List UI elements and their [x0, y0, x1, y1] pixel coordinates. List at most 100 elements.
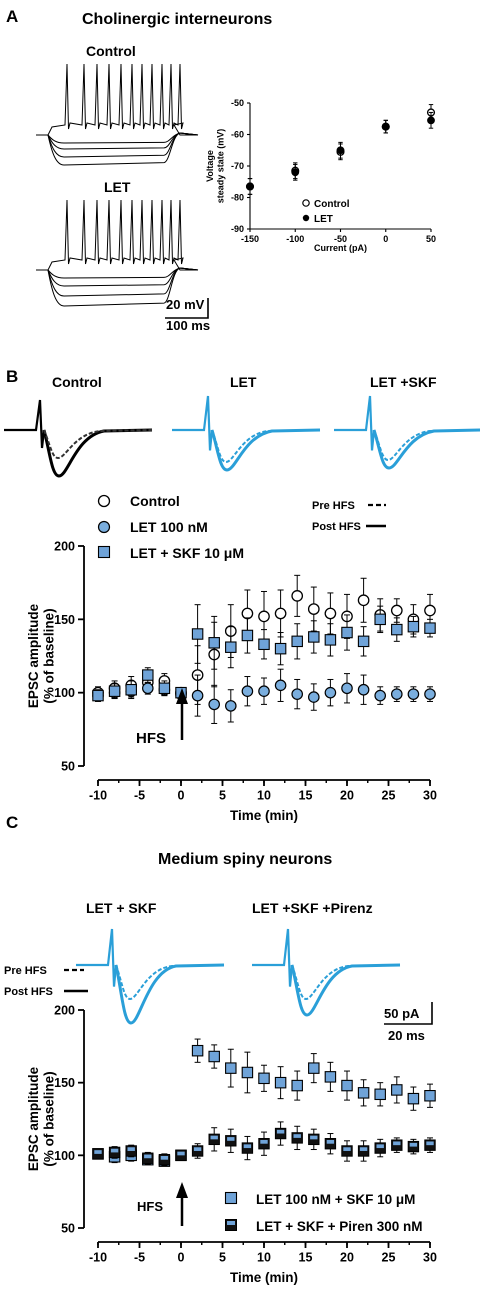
data-point-highlight: [193, 1147, 202, 1151]
data-point: [291, 590, 304, 602]
y-axis-title-line: steady state (mV): [215, 129, 225, 204]
data-point: [307, 691, 320, 703]
y-tick-label: 200: [54, 1004, 75, 1018]
data-point: [407, 688, 420, 700]
data-point: [241, 1066, 254, 1079]
data-point: [208, 637, 220, 649]
panel-c-hfs-arrow: [176, 1182, 188, 1226]
iv-curve-chart: -90 -80 -70 -60 -50 -150 -100 -50 0 50 Current (pA…: [205, 98, 436, 253]
data-point: [391, 623, 403, 636]
x-tick-label: 50: [426, 234, 436, 244]
data-point: [390, 604, 403, 617]
let-skf-msn-epsc-artifact: [76, 928, 118, 987]
y-tick-label: -80: [231, 193, 244, 203]
data-point: [324, 1071, 337, 1083]
x-tick-label: 25: [382, 1251, 396, 1265]
legend-marker-let: [97, 520, 111, 534]
legend-label-let: LET 100 nM: [130, 519, 208, 535]
x-tick-label: 25: [382, 789, 396, 803]
x-axis-title: Time (min): [230, 1270, 298, 1285]
data-point: [92, 689, 104, 702]
spike-train-trace: [36, 199, 198, 271]
panel-c-hfs-label: HFS: [137, 1199, 163, 1214]
data-point: [208, 698, 220, 711]
panel-a-trace-label-let: LET: [104, 179, 131, 195]
data-point: [407, 620, 420, 633]
x-tick-label: 10: [257, 789, 271, 803]
x-axis-title: Current (pA): [314, 243, 367, 253]
panel-c-letter: C: [6, 813, 18, 832]
data-point: [208, 1050, 220, 1063]
let-skf-pirenz-msn-epsc-pre-hfs: [291, 964, 401, 1001]
x-tick-label: -5: [134, 1251, 145, 1265]
data-point: [374, 1088, 386, 1101]
y-axis-title-line: EPSC amplitude: [26, 603, 41, 708]
legend-label-control: Control: [130, 493, 180, 509]
data-point: [391, 1084, 403, 1096]
panel-a-letter: A: [6, 7, 18, 26]
x-tick-label: 15: [299, 1251, 313, 1265]
data-point: [274, 607, 287, 620]
data-point-highlight: [376, 1144, 384, 1149]
x-tick-label: 15: [299, 789, 313, 803]
data-point: [241, 607, 254, 620]
data-point-highlight: [160, 1155, 169, 1160]
let-skf-msn-epsc-post-hfs: [114, 963, 225, 1025]
let-skf-epsc-pre-hfs: [373, 429, 480, 462]
x-tick-label: 20: [340, 1251, 354, 1265]
voltage-trace: [36, 267, 199, 297]
data-point: [324, 686, 337, 699]
y-tick-label: -90: [231, 224, 244, 234]
data-point: [274, 1076, 287, 1089]
data-point: [324, 607, 337, 620]
data-point-highlight: [359, 1147, 368, 1151]
let-skf-pirenz-msn-epsc-post-hfs: [290, 963, 401, 1017]
y-axis-title-line: (% of baseline): [42, 608, 57, 703]
voltage-trace: [36, 132, 199, 166]
data-point: [341, 626, 353, 639]
y-tick-label: 50: [61, 760, 75, 774]
panel-c-scale-time: 20 ms: [388, 1028, 425, 1043]
data-point: [291, 168, 300, 177]
voltage-trace: [36, 267, 199, 279]
data-point: [341, 682, 353, 695]
y-axis-title-line: EPSC amplitude: [26, 1066, 41, 1171]
data-point: [424, 622, 436, 634]
let-skf-pirenz-msn-epsc-artifact: [252, 928, 294, 987]
legend-marker-control: [302, 199, 310, 207]
let-skf-epsc-post-hfs: [372, 428, 480, 470]
panel-b-trace-label-let: LET: [230, 374, 257, 390]
data-point-highlight: [260, 1140, 268, 1144]
data-point: [241, 685, 254, 697]
voltage-trace: [36, 267, 199, 307]
data-point-highlight: [144, 1154, 152, 1159]
y-axis-title-line: (% of baseline): [42, 1071, 57, 1166]
y-tick-label: 200: [54, 540, 75, 554]
panel-b-hfs-arrow: [176, 688, 188, 740]
data-point: [258, 610, 270, 623]
data-point: [424, 1089, 436, 1102]
data-point-highlight: [210, 1135, 218, 1140]
panel-b-hfs-label: HFS: [136, 730, 166, 747]
x-tick-label: -10: [89, 789, 107, 803]
x-tick-label: -150: [241, 234, 259, 244]
panel-a-scale-bar: [165, 298, 209, 319]
data-point-highlight: [110, 1148, 119, 1153]
data-point-highlight: [127, 1147, 135, 1151]
y-tick-label: -60: [231, 130, 244, 140]
panel-b-pre-hfs-label: Pre HFS: [312, 500, 355, 512]
data-point: [142, 669, 154, 681]
panel-a-scale-voltage: 20 mV: [166, 297, 205, 312]
data-point: [258, 685, 270, 697]
y-axis-title-line: Voltage: [205, 150, 215, 182]
y-tick-label: -50: [231, 98, 244, 108]
let-skf-msn-epsc-pre-hfs: [115, 964, 225, 1001]
data-point: [357, 594, 370, 607]
voltage-trace: [36, 132, 199, 150]
data-point: [125, 683, 137, 696]
data-point: [225, 1062, 237, 1074]
legend-marker-let-skf-piren-highlight: [227, 1221, 235, 1225]
x-tick-label: 10: [257, 1251, 271, 1265]
y-tick-label: 50: [61, 1222, 75, 1236]
panel-b-letter: B: [6, 367, 18, 386]
